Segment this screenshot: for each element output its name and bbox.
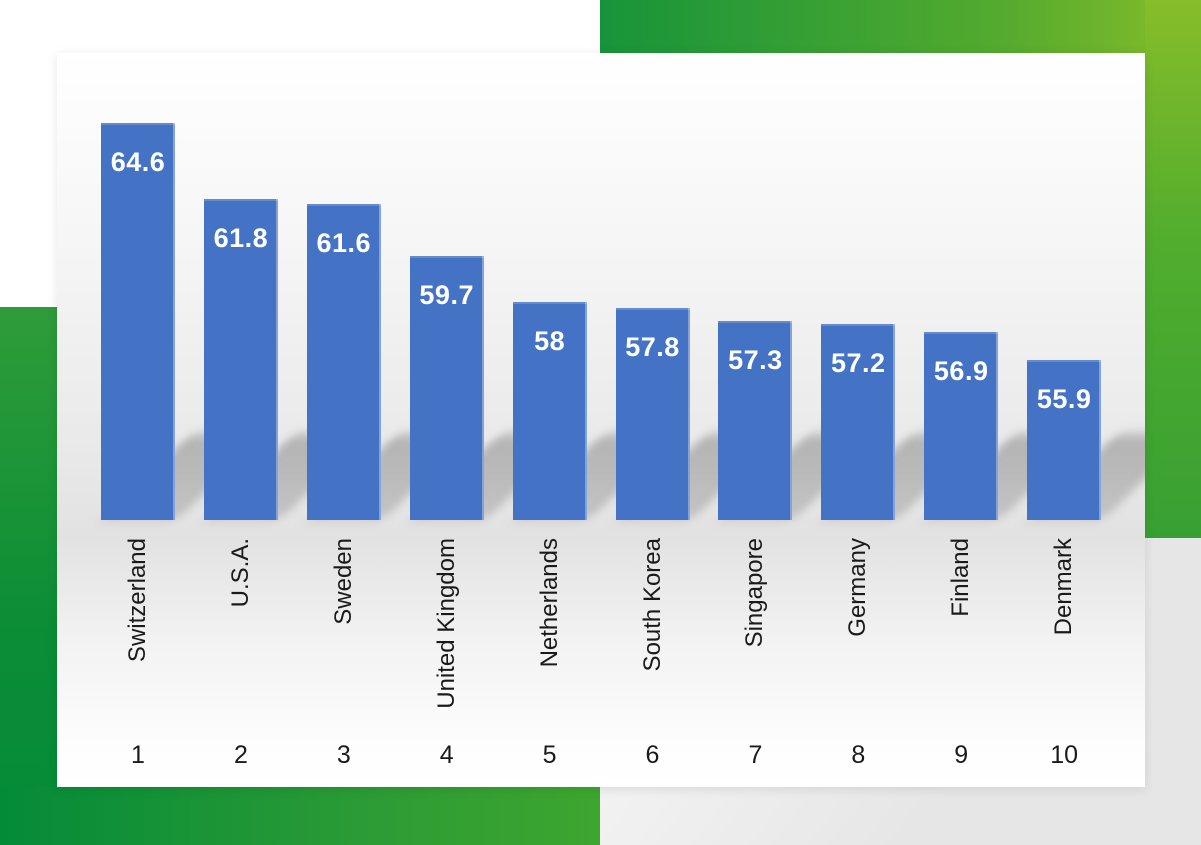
bar-category-label: Netherlands (535, 538, 563, 668)
bar: 56.9 (924, 332, 999, 520)
bar-category-label: Singapore (741, 538, 769, 648)
bar-rank-label: 1 (131, 741, 145, 769)
bar-category-label: Denmark (1050, 538, 1078, 636)
bar-rank-label: 5 (542, 741, 557, 769)
bar: 61.8 (203, 199, 278, 520)
bar: 61.6 (306, 204, 381, 520)
bar: 58 (512, 302, 587, 520)
bar-rank-label: 3 (336, 741, 351, 769)
bar-value-label: 55.9 (1036, 384, 1092, 414)
bar-category-label: United Kingdom (432, 538, 460, 709)
bar-category-label: U.S.A. (226, 538, 254, 608)
green-corner-right-strip (1145, 0, 1201, 538)
bar-value-label: 59.7 (419, 280, 474, 310)
bar-category-label: Switzerland (124, 538, 151, 663)
bar-value-label: 57.8 (625, 332, 680, 362)
bar-value-label: 57.3 (728, 345, 783, 375)
bar: 59.7 (409, 256, 484, 520)
chart-card: 64.6 Switzerland 1 61.8 U.S.A. 2 61.6 Sweden 3 59… (57, 53, 1145, 787)
bar-value-label: 61.6 (316, 228, 372, 258)
bar: 64.6 (101, 123, 175, 520)
bar-category-label: Sweden (329, 538, 357, 625)
bar-category-label: Finland (947, 538, 975, 617)
bar-value-label: 56.9 (933, 356, 989, 386)
green-corner-top-right-band (600, 0, 1201, 55)
bar: 57.3 (718, 321, 793, 520)
bar-value-label: 57.2 (831, 348, 886, 378)
bar-category-label: South Korea (638, 538, 666, 672)
bar-value-label: 58 (534, 326, 566, 356)
bar-value-label: 64.6 (110, 147, 166, 177)
bar-rank-label: 2 (233, 741, 248, 769)
bar-rank-label: 10 (1050, 741, 1078, 769)
bar-rank-label: 4 (439, 741, 454, 769)
bar-chart: 64.6 Switzerland 1 61.8 U.S.A. 2 61.6 Sweden 3 59… (57, 53, 1145, 787)
bar-rank-label: 8 (851, 741, 866, 769)
bar: 57.8 (615, 308, 690, 520)
green-corner-bottom-band (0, 787, 600, 845)
bar-rank-label: 7 (748, 741, 763, 769)
bar-value-label: 61.8 (213, 223, 269, 253)
bar: 55.9 (1027, 360, 1102, 520)
bar-category-label: Germany (844, 538, 872, 637)
bar: 57.2 (821, 324, 896, 520)
bar-rank-label: 6 (645, 741, 660, 769)
bar-rank-label: 9 (954, 741, 969, 769)
green-corner-left-strip (0, 307, 57, 845)
